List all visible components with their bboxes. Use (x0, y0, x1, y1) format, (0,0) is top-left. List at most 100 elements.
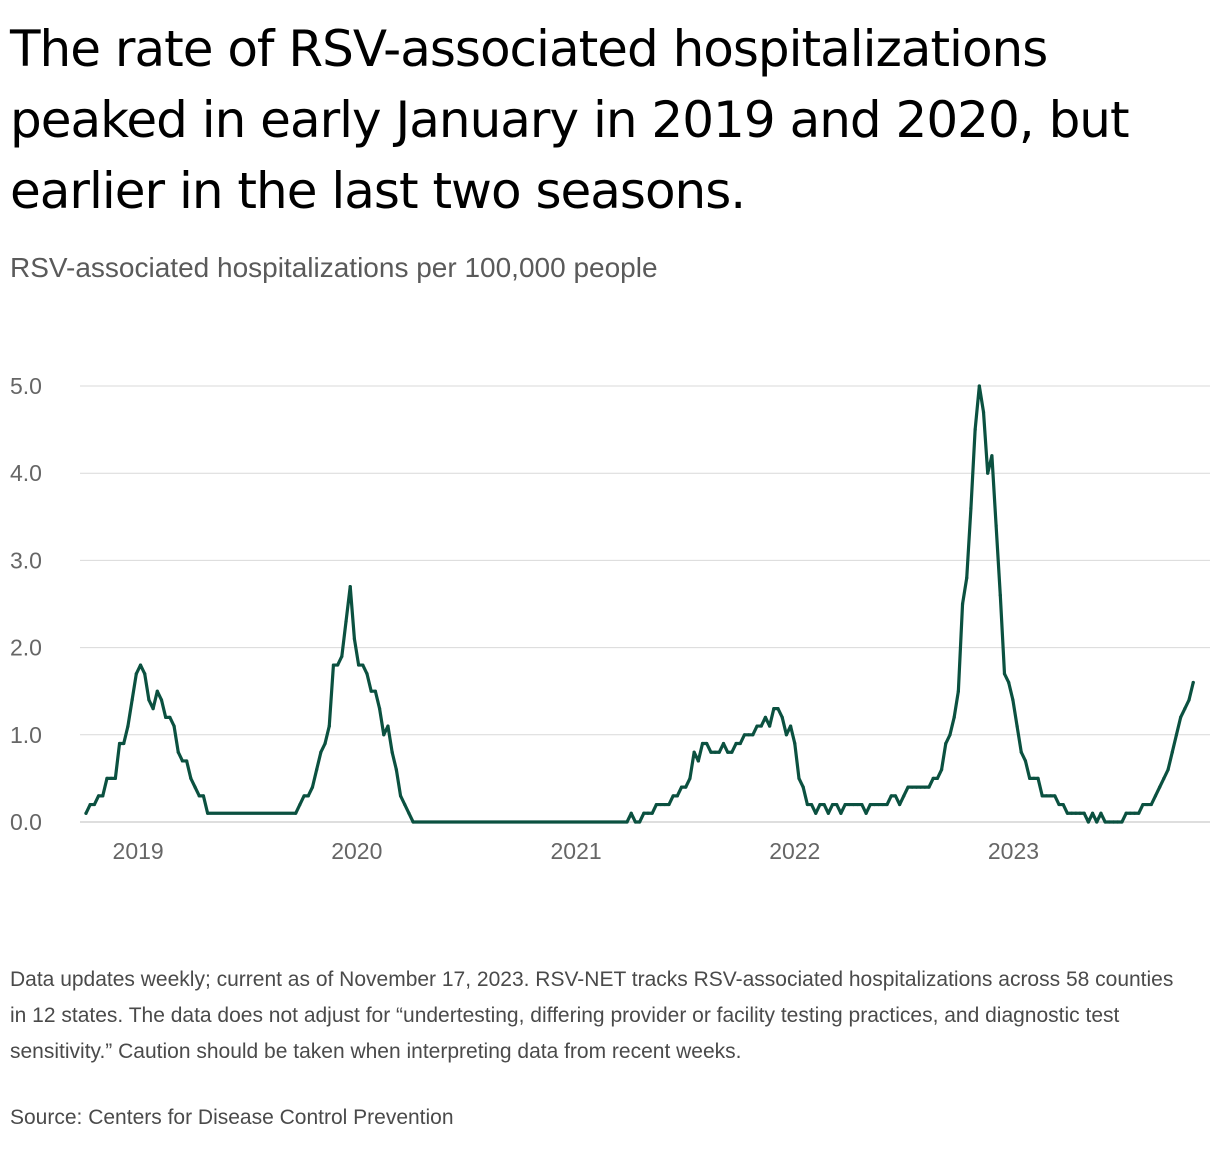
data-point (1170, 750, 1174, 754)
data-point (294, 811, 298, 815)
data-point (1032, 776, 1036, 780)
data-point (206, 811, 210, 815)
data-point (734, 741, 738, 746)
data-point (1149, 802, 1153, 807)
line-chart: 0.0 1.0 2.0 3.0 4.0 5.0 2019 2020 2021 2022 2023 (10, 373, 1210, 864)
data-point (1040, 794, 1044, 798)
data-point (361, 663, 365, 667)
data-point (994, 523, 998, 528)
series-line (84, 384, 1195, 824)
data-point (805, 802, 809, 807)
data-point (1128, 811, 1132, 815)
data-point (642, 811, 646, 815)
data-point (398, 794, 403, 798)
data-point (1036, 776, 1040, 780)
data-point (336, 663, 340, 667)
data-point (377, 707, 382, 711)
data-point (117, 741, 122, 746)
data-point (671, 794, 675, 798)
data-point (101, 794, 105, 798)
data-point (952, 715, 956, 719)
data-point (382, 733, 386, 737)
data-point (1137, 811, 1141, 815)
data-point (973, 428, 977, 432)
data-point (788, 724, 793, 728)
data-point (919, 785, 923, 789)
data-point (130, 698, 134, 702)
data-point (1158, 785, 1162, 789)
data-point (1145, 802, 1149, 807)
y-tick-label: 4.0 (10, 460, 42, 486)
data-point (801, 785, 805, 789)
data-point (944, 741, 948, 746)
data-point (1183, 707, 1187, 711)
data-point (122, 741, 126, 746)
data-point (675, 794, 679, 798)
data-point (180, 759, 185, 763)
data-point (931, 776, 935, 780)
data-point (96, 794, 101, 798)
data-point (357, 663, 361, 667)
data-point (960, 602, 965, 606)
data-point (885, 802, 889, 807)
data-point (738, 741, 742, 746)
data-point (197, 794, 201, 798)
data-point (638, 820, 642, 824)
data-point (1015, 724, 1019, 728)
data-point (126, 724, 130, 728)
data-point (868, 802, 872, 807)
data-point (730, 750, 734, 754)
data-point (1044, 794, 1049, 798)
data-point (780, 715, 784, 719)
data-point (797, 776, 801, 780)
data-point (835, 802, 839, 807)
data-point (1070, 811, 1074, 815)
data-point (826, 811, 830, 815)
data-point (1162, 776, 1166, 780)
data-point (688, 776, 692, 780)
data-point (1078, 811, 1082, 815)
data-point (386, 724, 390, 728)
data-point (1191, 680, 1195, 685)
data-point (1107, 820, 1111, 824)
data-point (193, 785, 197, 789)
data-point (109, 776, 113, 780)
data-point (168, 715, 172, 719)
data-point (948, 733, 952, 737)
data-point (847, 802, 851, 807)
chart-note: Data updates weekly; current as of Novem… (10, 968, 1174, 1063)
data-point (189, 776, 193, 780)
data-point (1090, 811, 1095, 815)
data-point (1095, 820, 1099, 824)
data-point (902, 794, 906, 798)
data-point (164, 715, 168, 719)
data-point (935, 776, 939, 780)
data-point (1120, 820, 1124, 824)
x-tick-label: 2022 (769, 838, 820, 864)
x-tick-label: 2023 (988, 838, 1039, 864)
data-point (889, 794, 893, 798)
data-point (151, 707, 155, 711)
data-point (344, 619, 348, 624)
data-point (394, 768, 398, 772)
data-point (742, 733, 747, 737)
data-point (1028, 776, 1032, 780)
data-point (159, 698, 164, 702)
data-point (877, 802, 881, 807)
data-point (155, 689, 159, 693)
data-point (755, 724, 759, 728)
data-point (105, 776, 109, 780)
data-point (839, 811, 843, 815)
data-point (172, 724, 176, 728)
data-point (331, 663, 336, 667)
data-point (143, 672, 147, 676)
data-point (700, 741, 705, 746)
data-point (134, 672, 138, 676)
data-point (927, 785, 931, 789)
data-point (1187, 698, 1191, 702)
data-point (956, 689, 960, 693)
data-point (809, 802, 814, 807)
data-point (201, 794, 206, 798)
data-point (340, 654, 344, 658)
data-point (298, 802, 302, 807)
